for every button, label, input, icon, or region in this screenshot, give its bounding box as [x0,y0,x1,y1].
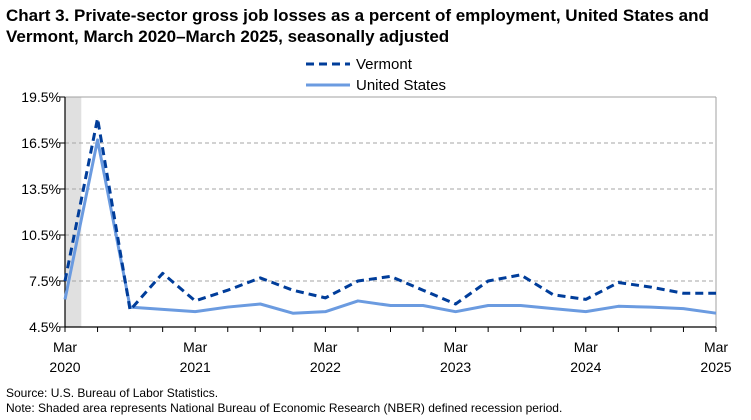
y-tick-label: 7.5% [29,273,61,289]
x-tick-label-month: Mar [183,339,207,355]
x-tick-label-month: Mar [704,339,728,355]
recession-shading [65,97,82,327]
source-note: Source: U.S. Bureau of Labor Statistics. [6,386,219,400]
x-tick-label-year: 2024 [570,359,601,375]
y-tick-label: 10.5% [21,227,61,243]
y-tick-label: 4.5% [29,319,61,335]
y-tick-label: 16.5% [21,135,61,151]
series-line-vermont [63,116,716,312]
legend-label: Vermont [356,56,413,73]
x-tick-label-year: 2020 [49,359,80,375]
chart-footer: Source: U.S. Bureau of Labor Statistics.… [6,386,562,416]
x-tick-label-month: Mar [444,339,468,355]
y-tick-label: 19.5% [21,89,61,105]
y-tick-label: 13.5% [21,181,61,197]
x-tick-label-month: Mar [53,339,77,355]
x-tick-label-month: Mar [313,339,337,355]
x-tick-label-year: 2021 [180,359,211,375]
x-tick-label-year: 2023 [440,359,471,375]
x-tick-label-year: 2022 [310,359,341,375]
shading-note: Note: Shaded area represents National Bu… [6,401,563,415]
legend-label: United States [356,77,446,94]
x-tick-label-year: 2025 [700,359,731,375]
chart-title: Chart 3. Private-sector gross job losses… [6,6,709,46]
series-line-united-states [63,138,717,315]
x-tick-label-month: Mar [574,339,598,355]
